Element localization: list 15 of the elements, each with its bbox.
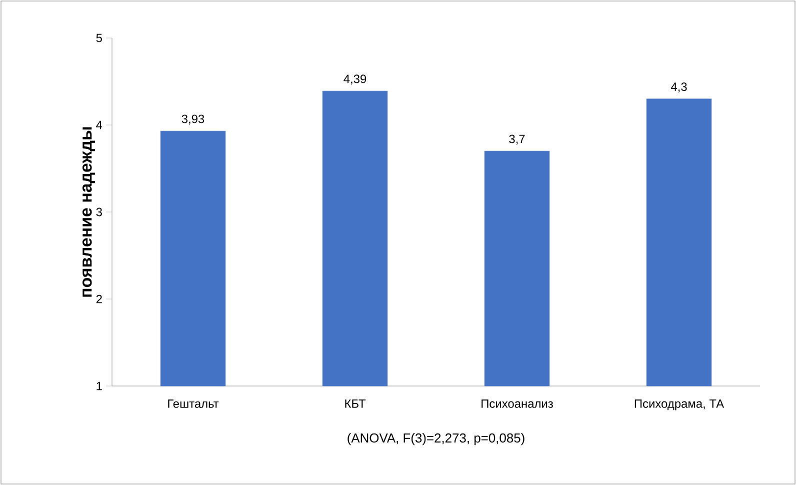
- data-label: 3,93: [182, 114, 204, 125]
- data-label: 3,7: [509, 134, 525, 145]
- y-tick-label: 2: [96, 294, 102, 304]
- x-tick-label: Психодрама, ТА: [634, 400, 724, 410]
- data-label: 4,3: [670, 82, 687, 92]
- y-tick-label: 5: [96, 34, 102, 42]
- x-axis-title: (ANOVA, F(3)=2,273, p=0,085): [348, 433, 524, 446]
- x-tick-label: Психоанализ: [482, 400, 553, 408]
- data-label: 4,39: [344, 74, 366, 85]
- x-tick-label: КБТ: [345, 400, 366, 408]
- y-tick-label: 3: [96, 208, 102, 216]
- y-tick-label: 4: [96, 120, 102, 130]
- y-tick-label: 1: [96, 382, 102, 390]
- y-axis-title: появление надежды: [82, 127, 95, 297]
- x-tick-label: Гештальт: [168, 400, 219, 408]
